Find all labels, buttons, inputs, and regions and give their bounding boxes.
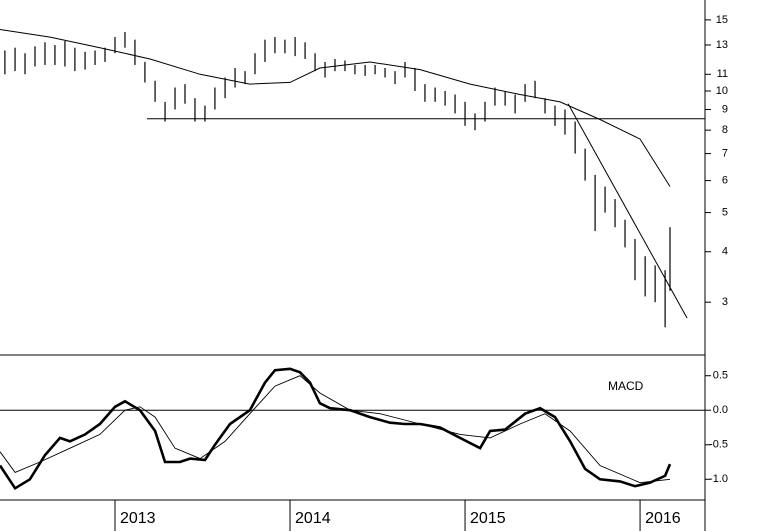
x-tick-label: 2014	[295, 510, 331, 527]
overlay-line	[0, 29, 671, 187]
y-tick-label: 6	[722, 175, 728, 187]
y-tick-label: 3	[722, 296, 728, 308]
y-tick-label: 0.0	[713, 404, 728, 416]
macd-line	[0, 367, 672, 491]
y-tick-label: 10	[716, 85, 728, 97]
y-tick-label: 15	[716, 14, 728, 26]
macd-line	[0, 375, 671, 484]
y-tick-label: 11	[717, 68, 728, 80]
y-tick-label: 0.5	[713, 370, 728, 382]
macd-label: MACD	[608, 379, 644, 393]
overlay-line	[567, 103, 688, 319]
x-tick-label: 2015	[470, 510, 506, 527]
y-tick-label: 13	[716, 39, 728, 51]
y-tick-label: 8	[722, 124, 728, 136]
x-tick-label: 2016	[645, 510, 681, 527]
y-tick-label: 5	[722, 206, 728, 218]
y-tick-label: -0.5	[709, 439, 728, 451]
y-tick-label: -1.0	[709, 473, 728, 485]
x-tick-label: 2013	[120, 510, 156, 527]
y-tick-label: 7	[722, 147, 728, 159]
y-tick-label: 4	[722, 246, 728, 258]
y-tick-label: 9	[722, 103, 728, 115]
